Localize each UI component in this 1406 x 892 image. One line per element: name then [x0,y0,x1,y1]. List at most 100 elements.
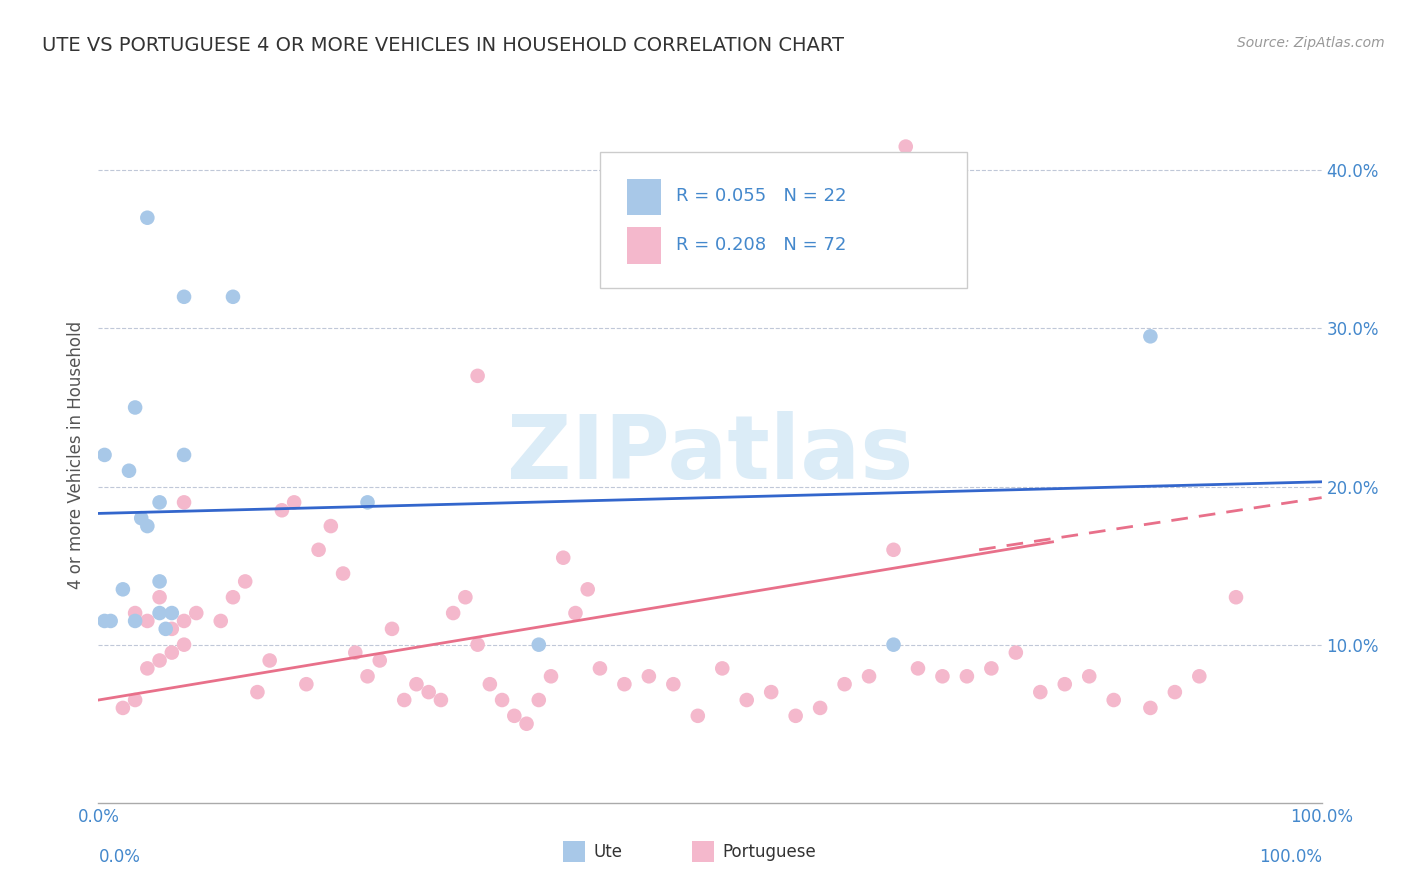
Point [118,464,141,478]
Point [441,606,464,620]
Text: R = 0.208   N = 72: R = 0.208 N = 72 [676,235,846,254]
Point [93,614,115,628]
Point [155,622,177,636]
Point [1139,329,1161,343]
Point [883,638,905,652]
Point [467,638,489,652]
Point [564,606,586,620]
Point [662,677,685,691]
Point [894,139,917,153]
Point [711,661,734,675]
Point [344,646,367,660]
Point [1029,685,1052,699]
Point [233,574,256,589]
Point [980,661,1002,675]
Point [270,503,294,517]
Text: UTE VS PORTUGUESE 4 OR MORE VEHICLES IN HOUSEHOLD CORRELATION CHART: UTE VS PORTUGUESE 4 OR MORE VEHICLES IN … [42,36,844,54]
Bar [627,227,661,263]
Point [111,701,134,715]
Point [1078,669,1101,683]
Point [124,614,146,628]
Point [136,519,159,533]
Point [332,566,354,581]
Point [418,685,440,699]
Point [931,669,953,683]
Point [222,290,245,304]
Point [527,693,550,707]
Point [761,685,783,699]
Point [553,550,575,565]
Point [259,653,281,667]
Point [907,661,929,675]
Point [686,708,709,723]
Point [308,542,330,557]
Point [186,606,208,620]
Point [149,653,172,667]
Point [576,582,599,597]
Point [430,693,453,707]
Point [111,582,134,597]
Y-axis label: 4 or more Vehicles in Household: 4 or more Vehicles in Household [66,321,84,589]
Point [454,591,477,605]
Point [129,511,152,525]
Point [527,638,550,652]
Point [883,542,905,557]
Point [136,211,159,225]
Point [467,368,489,383]
Bar [692,841,714,862]
Point [209,614,232,628]
Text: Ute: Ute [593,843,623,861]
Point [834,677,856,691]
Point [540,669,562,683]
Point [515,716,537,731]
Point [124,401,146,415]
Point [356,669,378,683]
Point [478,677,501,691]
Point [1225,591,1247,605]
Point [283,495,305,509]
Point [589,661,612,675]
Point [173,495,195,509]
Text: Source: ZipAtlas.com: Source: ZipAtlas.com [1237,36,1385,50]
Bar [564,841,585,862]
Point [1188,669,1211,683]
Point [173,638,195,652]
Point [222,591,245,605]
Point [160,622,183,636]
Point [392,693,416,707]
Point [124,693,146,707]
Text: Portuguese: Portuguese [723,843,815,861]
Text: ZIPatlas: ZIPatlas [508,411,912,499]
Point [503,708,526,723]
Point [173,290,195,304]
Point [1004,646,1026,660]
Point [956,669,979,683]
Bar [627,178,661,215]
Text: 100.0%: 100.0% [1258,848,1322,866]
Point [1102,693,1125,707]
Point [160,606,183,620]
Point [858,669,880,683]
Point [785,708,807,723]
Point [149,495,172,509]
Point [136,661,159,675]
Point [491,693,513,707]
Point [173,614,195,628]
Point [1164,685,1187,699]
Point [93,448,115,462]
Point [1139,701,1161,715]
Point [136,614,159,628]
FancyBboxPatch shape [600,153,967,288]
Point [808,701,831,715]
Point [124,606,146,620]
Point [368,653,391,667]
Point [613,677,636,691]
Point [160,646,183,660]
Point [149,606,172,620]
Point [295,677,318,691]
Point [149,591,172,605]
Point [637,669,661,683]
Point [149,574,172,589]
Point [735,693,758,707]
Point [381,622,404,636]
